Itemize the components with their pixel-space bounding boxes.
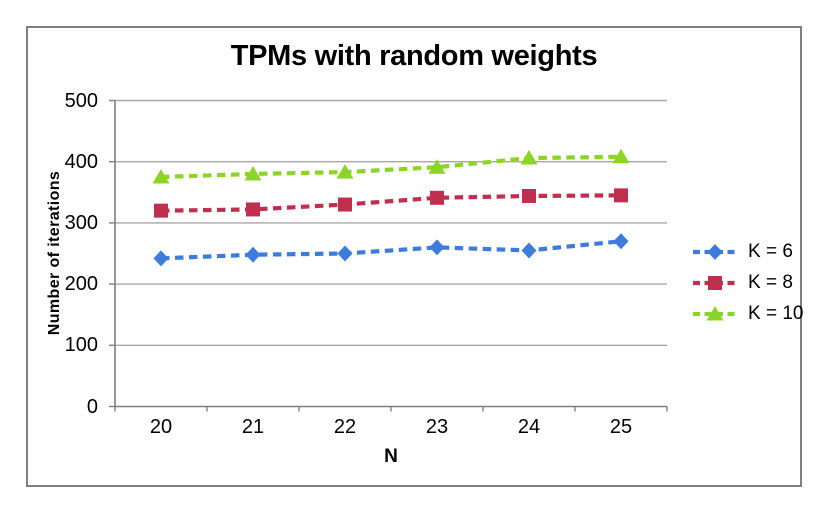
legend-label: K = 6 <box>748 241 793 262</box>
x-tick-label: 23 <box>425 416 449 438</box>
data-point-k-8-21 <box>246 202 260 217</box>
legend-marker-triangle <box>693 306 737 321</box>
x-axis-title: N <box>384 446 398 467</box>
series-line-k-10 <box>160 154 622 180</box>
legend-item-k-8: K = 8 <box>692 272 803 293</box>
legend-marker-square <box>693 276 737 290</box>
legend-item-k-10: K = 10 <box>692 303 804 324</box>
y-tick-label: 100 <box>64 334 98 357</box>
y-tick-label: 300 <box>64 211 98 234</box>
legend-marker-diamond <box>693 244 737 260</box>
y-tick-label: 200 <box>64 273 98 296</box>
data-point-k-8-20 <box>154 203 168 218</box>
data-point-k-6-22 <box>337 245 353 262</box>
data-point-k-10-20 <box>152 169 170 184</box>
data-point-k-10-25 <box>612 148 630 164</box>
legend-label: K = 10 <box>748 303 804 324</box>
series-line-k-8 <box>160 193 622 213</box>
x-tick-label: 21 <box>241 416 265 438</box>
series-line-k-6 <box>160 239 622 261</box>
legend: K = 6 K = 8 K = 10 <box>692 241 804 324</box>
data-point-k-6-21 <box>245 246 261 263</box>
x-tick-label: 25 <box>609 416 633 438</box>
legend-item-k-6: K = 6 <box>692 241 803 262</box>
chart-title: TPMs with random weights <box>230 40 598 72</box>
y-tick-label: 500 <box>64 89 98 112</box>
legend-marker-shape <box>706 306 724 321</box>
legend-marker-shape <box>708 276 722 290</box>
data-point-k-8-25 <box>614 188 628 203</box>
data-point-k-10-22 <box>336 164 354 179</box>
data-point-k-6-20 <box>153 250 169 267</box>
y-tick-label: 400 <box>64 150 98 173</box>
data-point-k-10-21 <box>244 165 262 181</box>
data-point-k-6-23 <box>429 239 445 256</box>
x-tick-label: 22 <box>333 416 357 438</box>
x-tick-label: 24 <box>517 416 541 438</box>
y-axis-title: Number of iterations <box>46 170 63 336</box>
x-tick-label: 20 <box>149 416 173 438</box>
legend-marker-shape <box>707 244 723 260</box>
data-point-k-8-22 <box>338 197 352 212</box>
data-point-k-8-23 <box>430 190 444 205</box>
data-point-k-10-23 <box>428 159 446 174</box>
data-point-k-10-24 <box>520 150 538 165</box>
data-point-k-8-24 <box>522 188 536 203</box>
legend-label: K = 8 <box>748 272 793 293</box>
data-point-k-6-25 <box>613 233 629 250</box>
y-tick-label: 0 <box>86 395 98 418</box>
data-point-k-6-24 <box>521 242 537 259</box>
